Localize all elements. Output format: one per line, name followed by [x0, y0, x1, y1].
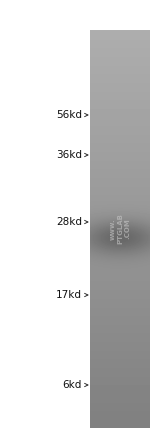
- Text: 17kd: 17kd: [56, 290, 82, 300]
- Text: 6kd: 6kd: [63, 380, 82, 390]
- Text: www.
PTGLAB
.COM: www. PTGLAB .COM: [110, 214, 130, 244]
- Text: 36kd: 36kd: [56, 150, 82, 160]
- Text: 56kd: 56kd: [56, 110, 82, 120]
- Text: 28kd: 28kd: [56, 217, 82, 227]
